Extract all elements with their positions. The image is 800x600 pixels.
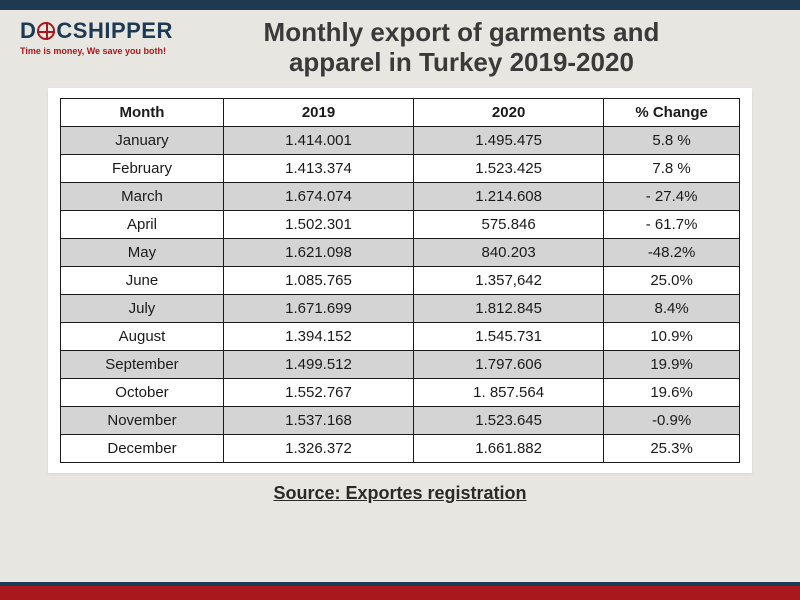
cell-month: January	[61, 126, 224, 154]
table-row: January1.414.0011.495.4755.8 %	[61, 126, 740, 154]
cell-change: 8.4%	[604, 294, 740, 322]
brand-logo: D CSHIPPER Time is money, We save you bo…	[20, 18, 173, 56]
cell-change: -48.2%	[604, 238, 740, 266]
cell-change: 10.9%	[604, 322, 740, 350]
top-accent-bar	[0, 0, 800, 10]
cell-2019: 1.413.374	[223, 154, 413, 182]
table-row: February1.413.3741.523.4257.8 %	[61, 154, 740, 182]
cell-2020: 1.523.425	[414, 154, 604, 182]
cell-change: - 27.4%	[604, 182, 740, 210]
cell-2019: 1.671.699	[223, 294, 413, 322]
table-row: December1.326.3721.661.88225.3%	[61, 434, 740, 462]
cell-2019: 1.621.098	[223, 238, 413, 266]
table-row: November1.537.1681.523.645-0.9%	[61, 406, 740, 434]
table-row: July1.671.6991.812.8458.4%	[61, 294, 740, 322]
table-row: September1.499.5121.797.60619.9%	[61, 350, 740, 378]
cell-month: October	[61, 378, 224, 406]
cell-month: June	[61, 266, 224, 294]
cell-2020: 1.812.845	[414, 294, 604, 322]
source-line: Source: Exportes registration	[0, 483, 800, 504]
cell-2019: 1.326.372	[223, 434, 413, 462]
cell-month: November	[61, 406, 224, 434]
col-header-month: Month	[61, 98, 224, 126]
brand-name-pre: D	[20, 18, 36, 44]
cell-change: -0.9%	[604, 406, 740, 434]
cell-2020: 1.661.882	[414, 434, 604, 462]
cell-month: July	[61, 294, 224, 322]
cell-2020: 1.797.606	[414, 350, 604, 378]
cell-2019: 1.537.168	[223, 406, 413, 434]
col-header-2019: 2019	[223, 98, 413, 126]
cell-2020: 1.357,642	[414, 266, 604, 294]
cell-month: August	[61, 322, 224, 350]
cell-2020: 575.846	[414, 210, 604, 238]
cell-change: 7.8 %	[604, 154, 740, 182]
table-card: Month 2019 2020 % Change January1.414.00…	[48, 88, 752, 473]
cell-change: 25.0%	[604, 266, 740, 294]
cell-2019: 1.085.765	[223, 266, 413, 294]
title-line-1: Monthly export of garments and	[264, 17, 660, 47]
cell-2020: 1.495.475	[414, 126, 604, 154]
cell-month: February	[61, 154, 224, 182]
cell-2019: 1.499.512	[223, 350, 413, 378]
cell-change: 19.9%	[604, 350, 740, 378]
header: D CSHIPPER Time is money, We save you bo…	[0, 10, 800, 82]
cell-month: March	[61, 182, 224, 210]
table-row: April1.502.301575.846- 61.7%	[61, 210, 740, 238]
title-line-2: apparel in Turkey 2019-2020	[289, 47, 634, 77]
col-header-change: % Change	[604, 98, 740, 126]
cell-month: September	[61, 350, 224, 378]
cell-2020: 840.203	[414, 238, 604, 266]
cell-2019: 1.394.152	[223, 322, 413, 350]
bottom-accent-bar	[0, 586, 800, 600]
table-row: June1.085.7651.357,64225.0%	[61, 266, 740, 294]
cell-2020: 1. 857.564	[414, 378, 604, 406]
cell-2019: 1.674.074	[223, 182, 413, 210]
cell-2020: 1.523.645	[414, 406, 604, 434]
page-title: Monthly export of garments and apparel i…	[183, 18, 780, 78]
table-header-row: Month 2019 2020 % Change	[61, 98, 740, 126]
cell-2019: 1.414.001	[223, 126, 413, 154]
cell-change: 5.8 %	[604, 126, 740, 154]
brand-tagline: Time is money, We save you both!	[20, 46, 166, 56]
col-header-2020: 2020	[414, 98, 604, 126]
export-table: Month 2019 2020 % Change January1.414.00…	[60, 98, 740, 463]
cell-2019: 1.502.301	[223, 210, 413, 238]
cell-month: May	[61, 238, 224, 266]
cell-2020: 1.545.731	[414, 322, 604, 350]
brand-name: D CSHIPPER	[20, 18, 173, 44]
cell-2019: 1.552.767	[223, 378, 413, 406]
table-row: October1.552.7671. 857.56419.6%	[61, 378, 740, 406]
cell-month: December	[61, 434, 224, 462]
table-row: August1.394.1521.545.73110.9%	[61, 322, 740, 350]
cell-month: April	[61, 210, 224, 238]
table-body: January1.414.0011.495.4755.8 % February1…	[61, 126, 740, 462]
globe-icon	[37, 22, 55, 40]
cell-change: 19.6%	[604, 378, 740, 406]
cell-change: - 61.7%	[604, 210, 740, 238]
brand-name-post: CSHIPPER	[56, 18, 172, 44]
table-row: May1.621.098840.203-48.2%	[61, 238, 740, 266]
table-row: March1.674.0741.214.608- 27.4%	[61, 182, 740, 210]
cell-change: 25.3%	[604, 434, 740, 462]
cell-2020: 1.214.608	[414, 182, 604, 210]
